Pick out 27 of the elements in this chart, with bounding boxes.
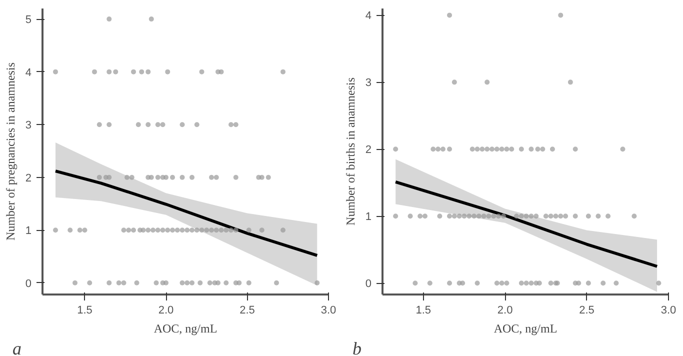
- y-axis-title: Number of births in anamnesis: [343, 77, 358, 226]
- text: b: [352, 338, 362, 356]
- x-tick-label: 3.0: [320, 304, 336, 316]
- x-tick-label: 2.5: [240, 304, 255, 316]
- x-tick-label: 2.0: [497, 304, 513, 316]
- x-tick-label: 3.0: [660, 304, 676, 316]
- x-tick-label: 2.5: [579, 304, 594, 316]
- x-tick-label: 1.5: [416, 304, 432, 316]
- x-tick-label: 1.5: [77, 304, 92, 316]
- y-tick-label: 5: [25, 14, 32, 26]
- y-tick-label: 3: [365, 77, 372, 90]
- y-tick-label: 1: [25, 225, 32, 238]
- y-tick-label: 4: [365, 10, 372, 22]
- y-axis-title: Number of pregnancies in anamnesis: [3, 62, 18, 240]
- y-tick-label: 4: [25, 66, 32, 79]
- y-tick-label: 2: [365, 144, 372, 156]
- x-axis-title: AOC, ng/mL: [494, 322, 558, 336]
- y-tick-label: 3: [25, 120, 32, 132]
- y-tick-label: 1: [365, 211, 372, 224]
- x-tick-label: 2.0: [158, 304, 174, 316]
- line-series: [394, 180, 659, 268]
- text: a: [12, 338, 22, 356]
- line-series: [54, 170, 319, 257]
- x-axis-title: AOC, ng/mL: [154, 322, 218, 336]
- y-tick-label: 0: [25, 278, 32, 290]
- y-tick-label: 2: [25, 172, 32, 184]
- y-tick-label: 0: [365, 278, 372, 290]
